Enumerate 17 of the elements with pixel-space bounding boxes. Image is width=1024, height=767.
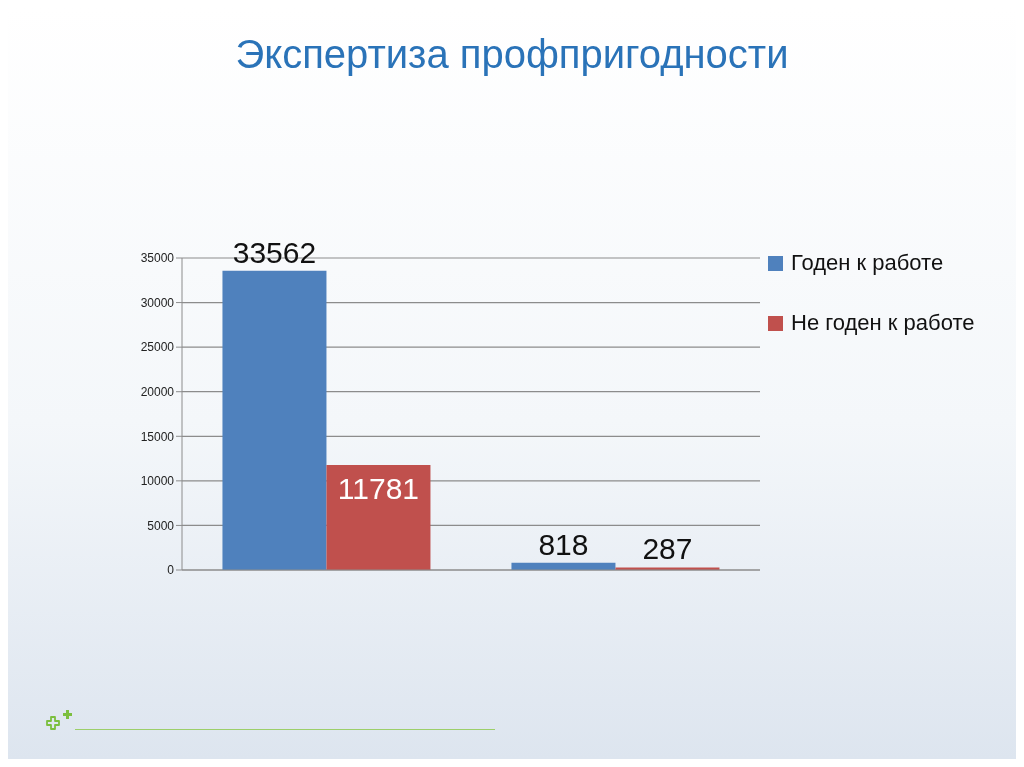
data-label: 818 xyxy=(538,527,589,561)
y-tick-label: 25000 xyxy=(140,340,175,355)
bar xyxy=(326,464,431,570)
data-label: 33562 xyxy=(232,235,317,269)
y-tick-label: 15000 xyxy=(140,429,175,444)
data-label: 287 xyxy=(642,532,693,566)
chart-title: Экспертиза профпригодности xyxy=(234,32,790,77)
y-tick-label: 35000 xyxy=(140,251,175,266)
bar xyxy=(222,270,327,570)
legend-label: Не годен к работе xyxy=(791,310,975,336)
y-tick-label: 0 xyxy=(167,563,175,578)
y-tick-label: 30000 xyxy=(140,295,175,310)
y-tick-label: 20000 xyxy=(140,384,175,399)
legend-label: Годен к работе xyxy=(791,250,944,276)
y-tick-label: 5000 xyxy=(147,518,175,533)
y-tick-label: 10000 xyxy=(140,474,175,489)
data-label: 11781 xyxy=(337,471,420,505)
